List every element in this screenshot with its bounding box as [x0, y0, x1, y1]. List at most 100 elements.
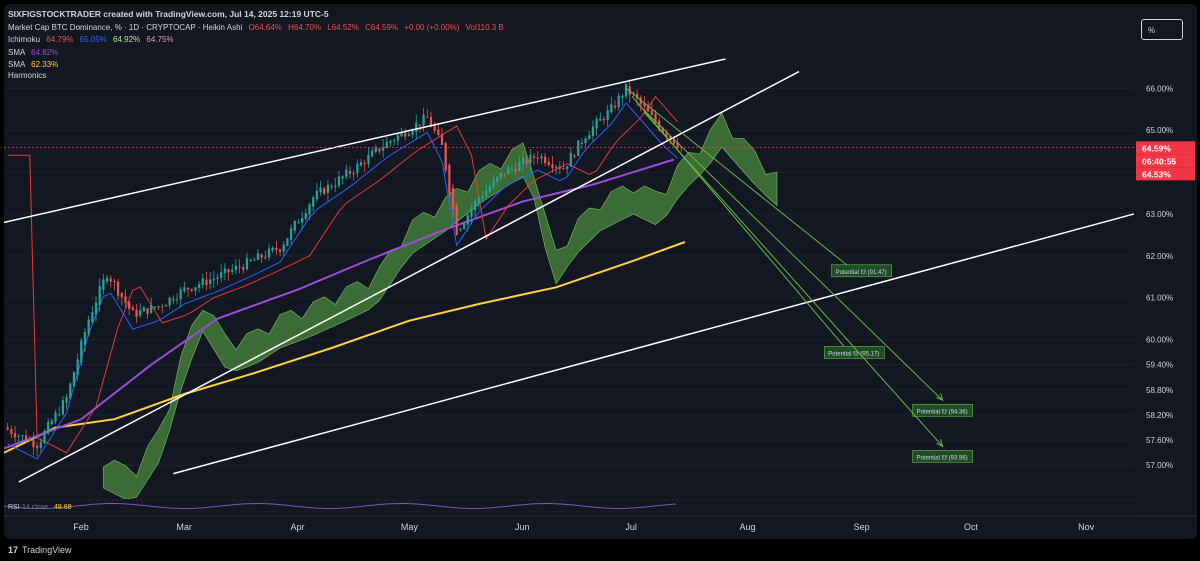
candle-body[interactable]: [404, 132, 407, 137]
candle-body[interactable]: [462, 223, 466, 229]
harmonics-legend[interactable]: Harmonics: [8, 71, 47, 80]
candle-body[interactable]: [190, 289, 193, 291]
candle-body[interactable]: [562, 168, 565, 170]
candle-body[interactable]: [216, 277, 219, 279]
candle-body[interactable]: [588, 135, 591, 140]
percent-scale-toggle[interactable]: %: [1141, 19, 1183, 40]
candle-body[interactable]: [507, 167, 510, 175]
candle-body[interactable]: [65, 397, 68, 403]
candle-body[interactable]: [91, 312, 94, 323]
candle-body[interactable]: [547, 161, 550, 165]
sma-fast-line[interactable]: [4, 158, 675, 450]
candle-body[interactable]: [286, 238, 289, 246]
candle-body[interactable]: [488, 186, 491, 192]
candle-body[interactable]: [610, 104, 613, 113]
candle-body[interactable]: [105, 277, 109, 282]
candle-body[interactable]: [168, 297, 171, 306]
candle-body[interactable]: [543, 156, 547, 164]
candle-body[interactable]: [540, 156, 543, 159]
candle-body[interactable]: [444, 142, 447, 171]
candle-body[interactable]: [293, 220, 296, 231]
candle-body[interactable]: [58, 414, 61, 416]
candle-body[interactable]: [602, 118, 606, 121]
candle-body[interactable]: [363, 162, 366, 165]
candle-body[interactable]: [124, 296, 127, 303]
candle-body[interactable]: [271, 247, 274, 251]
sma-slow-legend[interactable]: SMA 62.33%: [8, 60, 58, 69]
candle-body[interactable]: [624, 83, 628, 97]
candle-body[interactable]: [580, 142, 583, 144]
candle-body[interactable]: [407, 134, 410, 136]
candle-body[interactable]: [532, 156, 536, 159]
candle-body[interactable]: [260, 254, 263, 258]
candle-body[interactable]: [518, 162, 521, 171]
candle-body[interactable]: [374, 147, 377, 152]
candle-body[interactable]: [69, 383, 72, 399]
candle-body[interactable]: [223, 268, 226, 274]
candle-body[interactable]: [672, 138, 676, 144]
candle-body[interactable]: [256, 253, 260, 260]
candle-body[interactable]: [227, 269, 230, 273]
candle-body[interactable]: [301, 217, 304, 223]
candle-body[interactable]: [367, 154, 370, 164]
candle-body[interactable]: [654, 113, 657, 123]
candle-body[interactable]: [186, 287, 190, 290]
candle-body[interactable]: [485, 190, 488, 197]
candle-body[interactable]: [635, 93, 639, 99]
candle-body[interactable]: [50, 420, 53, 425]
candle-body[interactable]: [341, 176, 344, 179]
candle-body[interactable]: [61, 399, 64, 415]
candle-body[interactable]: [378, 148, 381, 152]
sma-fast-legend[interactable]: SMA 64.82%: [8, 48, 58, 57]
candle-body[interactable]: [209, 279, 212, 284]
candle-body[interactable]: [139, 310, 142, 316]
candle-body[interactable]: [80, 340, 83, 363]
candle-body[interactable]: [613, 105, 617, 108]
candle-body[interactable]: [661, 127, 664, 133]
projection-line[interactable]: [643, 111, 943, 447]
candle-body[interactable]: [326, 184, 330, 193]
candle-body[interactable]: [400, 131, 403, 137]
candle-body[interactable]: [426, 116, 429, 118]
candle-body[interactable]: [474, 200, 477, 211]
candle-body[interactable]: [315, 190, 318, 200]
candle-body[interactable]: [577, 140, 580, 157]
candle-body[interactable]: [569, 152, 572, 167]
candle-body[interactable]: [231, 269, 234, 272]
projection-label-box[interactable]: [912, 404, 973, 417]
candle-body[interactable]: [47, 421, 50, 434]
candle-body[interactable]: [150, 305, 153, 313]
candle-body[interactable]: [28, 439, 31, 441]
candle-body[interactable]: [312, 197, 315, 207]
candle-body[interactable]: [10, 429, 13, 434]
candle-body[interactable]: [455, 205, 458, 236]
candle-body[interactable]: [389, 140, 392, 143]
candle-body[interactable]: [496, 176, 499, 182]
candle-body[interactable]: [264, 257, 267, 259]
candle-body[interactable]: [448, 165, 451, 194]
candle-body[interactable]: [647, 105, 650, 112]
candle-body[interactable]: [356, 163, 359, 174]
candle-body[interactable]: [36, 445, 39, 449]
candle-body[interactable]: [43, 430, 46, 443]
candle-body[interactable]: [595, 118, 598, 129]
candle-body[interactable]: [76, 359, 79, 376]
trendline-3[interactable]: [173, 213, 1135, 475]
candle-body[interactable]: [503, 173, 506, 175]
candle-body[interactable]: [164, 305, 168, 307]
candle-body[interactable]: [153, 306, 157, 308]
candle-body[interactable]: [433, 124, 436, 131]
candle-body[interactable]: [289, 228, 293, 240]
candle-body[interactable]: [525, 159, 528, 164]
candle-body[interactable]: [102, 279, 105, 290]
candle-body[interactable]: [131, 307, 134, 311]
candle-body[interactable]: [521, 157, 525, 165]
candle-body[interactable]: [382, 147, 385, 151]
candle-body[interactable]: [440, 133, 444, 146]
candle-body[interactable]: [348, 171, 352, 174]
candle-body[interactable]: [669, 136, 672, 139]
candle-body[interactable]: [197, 284, 201, 288]
candle-body[interactable]: [415, 122, 418, 132]
candle-body[interactable]: [32, 440, 35, 448]
candle-body[interactable]: [352, 173, 355, 175]
